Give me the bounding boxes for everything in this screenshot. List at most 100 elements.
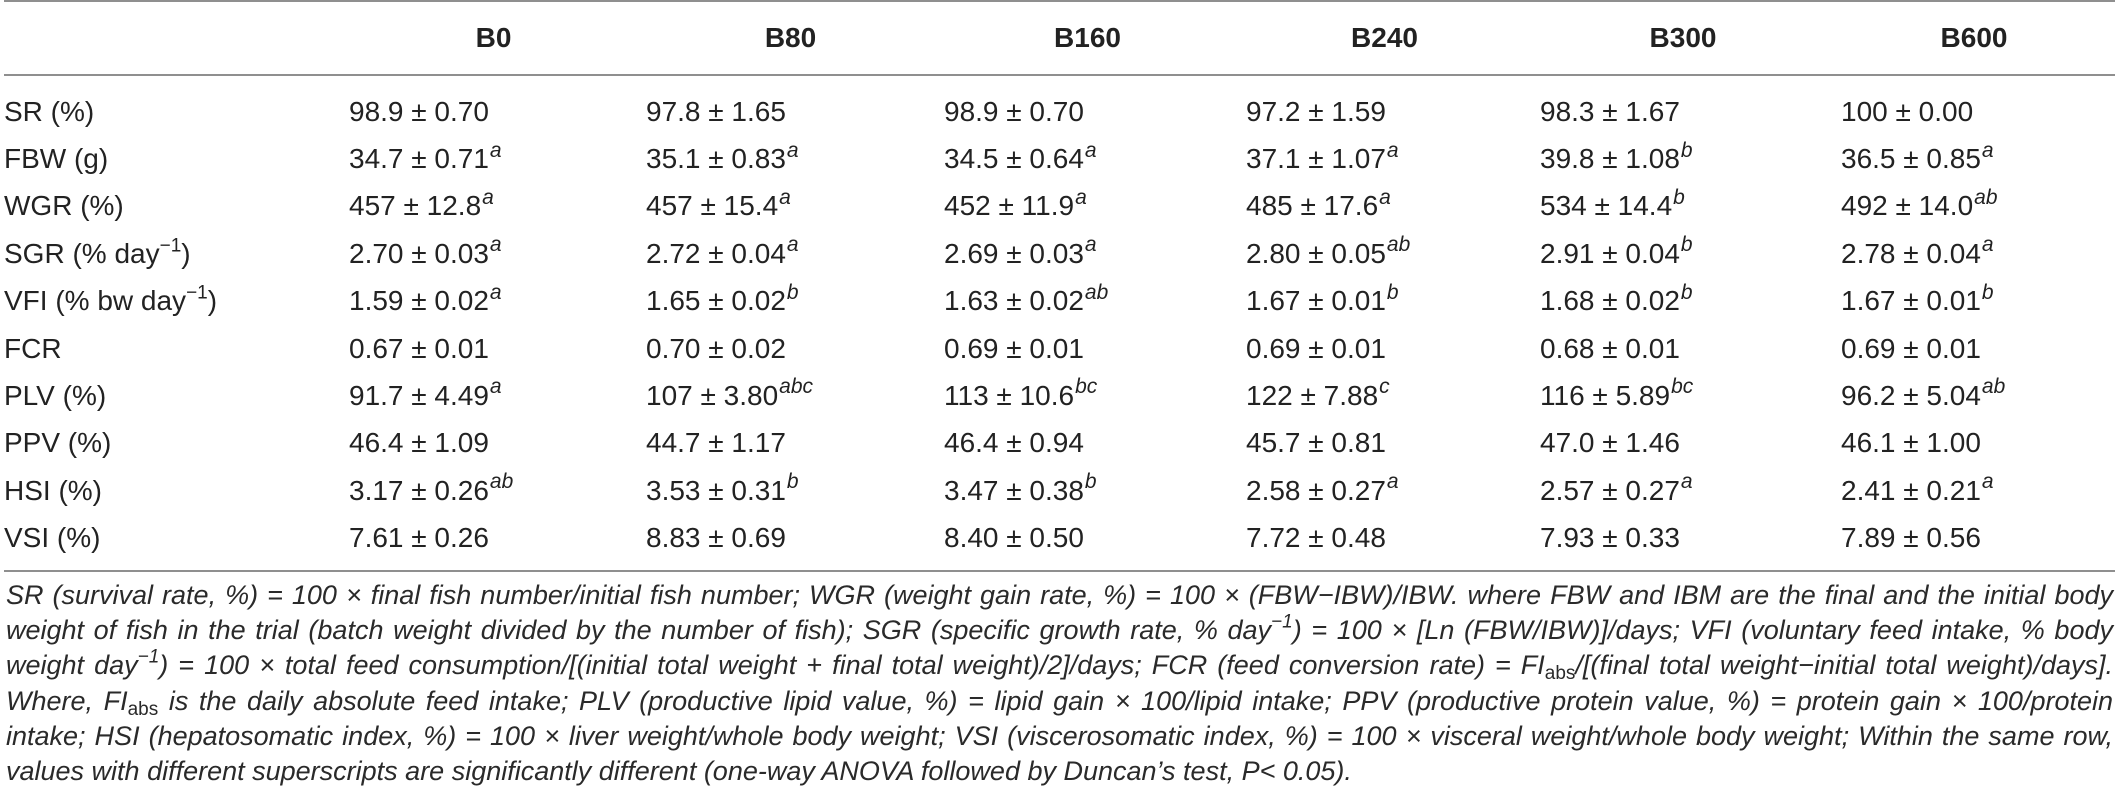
cell-value: 97.8 ± 1.65 [646,95,786,127]
table-cell: 46.4 ± 1.09 [345,420,642,467]
row-label-tail: ) [181,237,191,269]
table-cell: 47.0 ± 1.46 [1533,420,1833,467]
significance-superscript: a [786,138,799,162]
significance-superscript: a [482,185,494,209]
cell-value: 457 ± 15.4 [646,190,779,222]
footnote-text: /[(final total weight−initial total weig… [6,650,2113,716]
significance-superscript: b [1680,233,1693,257]
cell-value: 1.68 ± 0.02 [1540,285,1680,317]
cell-value: 96.2 ± 5.04 [1841,380,1981,412]
table-cell: 2.80 ± 0.05ab [1236,230,1533,277]
table-cell: 7.61 ± 0.26 [345,514,642,572]
row-label-text: FBW (g) [4,143,109,175]
significance-superscript: a [1379,185,1391,209]
significance-superscript: a [1386,470,1399,494]
cell-value: 7.93 ± 0.33 [1540,522,1680,554]
table-cell: 96.2 ± 5.04ab [1833,372,2115,419]
row-label-text: PLV (%) [4,380,107,412]
footnote-superscript: −1 [1271,611,1293,633]
table-row: PLV (%) 91.7 ± 4.49a 107 ± 3.80 a bc 113 ± 10… [4,372,2115,419]
row-label: VFI (% bw day−1) [4,278,345,325]
table-cell: 116 ± 5.89bc [1533,372,1833,419]
significance-superscript: b [786,280,799,304]
table-cell: 39.8 ± 1.08b [1533,135,1833,182]
cell-value: 2.57 ± 0.27 [1540,474,1680,506]
cell-value: 116 ± 5.89 [1540,380,1671,412]
table-row: SGR (% day−1) 2.70 ± 0.03a 2.72 ± 0.04a 2.6… [4,230,2115,277]
significance-superscript: a [489,375,502,399]
column-header-b600: B600 [1833,0,2115,76]
table-cell: 457 ± 12.8a [345,183,642,230]
cell-value: 100 ± 0.00 [1841,95,1974,127]
cell-value: 47.0 ± 1.46 [1540,427,1680,459]
cell-value: 2.70 ± 0.03 [349,237,489,269]
table-cell: 0.69 ± 0.01 [939,325,1236,372]
significance-superscript: b [1084,470,1097,494]
table-cell: 3.47 ± 0.38b [939,467,1236,514]
significance-superscript: a [1386,138,1399,162]
significance-superscript: a [1981,233,1994,257]
significance-superscript: ab [489,470,514,494]
cell-value: 98.9 ± 0.70 [349,95,489,127]
footnote-superscript: −1 [137,646,160,668]
cell-value: 3.17 ± 0.26 [349,474,489,506]
cell-value: 534 ± 14.4 [1540,190,1673,222]
cell-value: 46.4 ± 0.94 [944,427,1084,459]
cell-value: 2.58 ± 0.27 [1246,474,1386,506]
cell-value: 36.5 ± 0.85 [1841,143,1981,175]
cell-value: 46.4 ± 1.09 [349,427,489,459]
cell-value: 34.5 ± 0.64 [944,143,1084,175]
cell-value: 107 ± 3.80 [646,380,779,412]
table-footnote: SR (survival rate, %) = 100 × final fish… [6,578,2113,789]
cell-value: 7.72 ± 0.48 [1246,522,1386,554]
significance-superscript: a [489,138,502,162]
table-cell: 98.9 ± 0.70 [939,75,1236,135]
table-cell: 0.67 ± 0.01 [345,325,642,372]
table-cell: 0.70 ± 0.02 [642,325,939,372]
footnote-text: ) = 100 × [Ln (FBW/IBW)]/days; VFI (volu… [6,615,2113,681]
table-cell: 0.68 ± 0.01 [1533,325,1833,372]
cell-value: 2.80 ± 0.05 [1246,237,1386,269]
cell-value: 1.63 ± 0.02 [944,285,1084,317]
cell-value: 8.40 ± 0.50 [944,522,1084,554]
row-label: SGR (% day−1) [4,230,345,277]
table-cell: 46.1 ± 1.00 [1833,420,2115,467]
significance-superscript: a [489,233,502,257]
cell-value: 0.69 ± 0.01 [1246,332,1386,364]
table-cell: 122 ± 7.88c [1236,372,1533,419]
row-label-text: HSI (%) [4,474,102,506]
cell-value: 7.89 ± 0.56 [1841,522,1981,554]
cell-value: 98.9 ± 0.70 [944,95,1084,127]
table-cell: 46.4 ± 0.94 [939,420,1236,467]
table-cell: 35.1 ± 0.83a [642,135,939,182]
cell-value: 39.8 ± 1.08 [1540,143,1680,175]
table-cell: 7.93 ± 0.33 [1533,514,1833,572]
table-cell: 0.69 ± 0.01 [1236,325,1533,372]
column-header-blank [4,0,345,76]
significance-superscript: b [1386,280,1399,304]
table-row: VSI (%) 7.61 ± 0.26 8.83 ± 0.69 8.40 ± 0.50… [4,514,2115,572]
cell-value: 1.67 ± 0.01 [1841,285,1981,317]
table-cell: 37.1 ± 1.07a [1236,135,1533,182]
table-cell: 91.7 ± 4.49a [345,372,642,419]
cell-value: 2.91 ± 0.04 [1540,237,1680,269]
significance-superscript: a [1075,185,1087,209]
cell-value: 0.69 ± 0.01 [944,332,1084,364]
table-cell: 98.9 ± 0.70 [345,75,642,135]
table-cell: 100 ± 0.00 [1833,75,2115,135]
cell-value: 1.65 ± 0.02 [646,285,786,317]
significance-superscript: a [1084,138,1097,162]
cell-value: 97.2 ± 1.59 [1246,95,1386,127]
table-cell: 45.7 ± 0.81 [1236,420,1533,467]
cell-value: 113 ± 10.6 [944,380,1075,412]
cell-value: 35.1 ± 0.83 [646,143,786,175]
table-cell: 534 ± 14.4b [1533,183,1833,230]
table-row: WGR (%) 457 ± 12.8a 457 ± 15.4a 452 ± 11.9a… [4,183,2115,230]
significance-superscript: bc [1671,375,1694,399]
table-cell: 2.91 ± 0.04b [1533,230,1833,277]
row-label-text: WGR (%) [4,190,124,222]
table-cell: 8.40 ± 0.50 [939,514,1236,572]
cell-value: 44.7 ± 1.17 [646,427,786,459]
table-row: HSI (%) 3.17 ± 0.26ab 3.53 ± 0.31b 3.47 ± 0… [4,467,2115,514]
significance-superscript: ab [1981,375,2006,399]
